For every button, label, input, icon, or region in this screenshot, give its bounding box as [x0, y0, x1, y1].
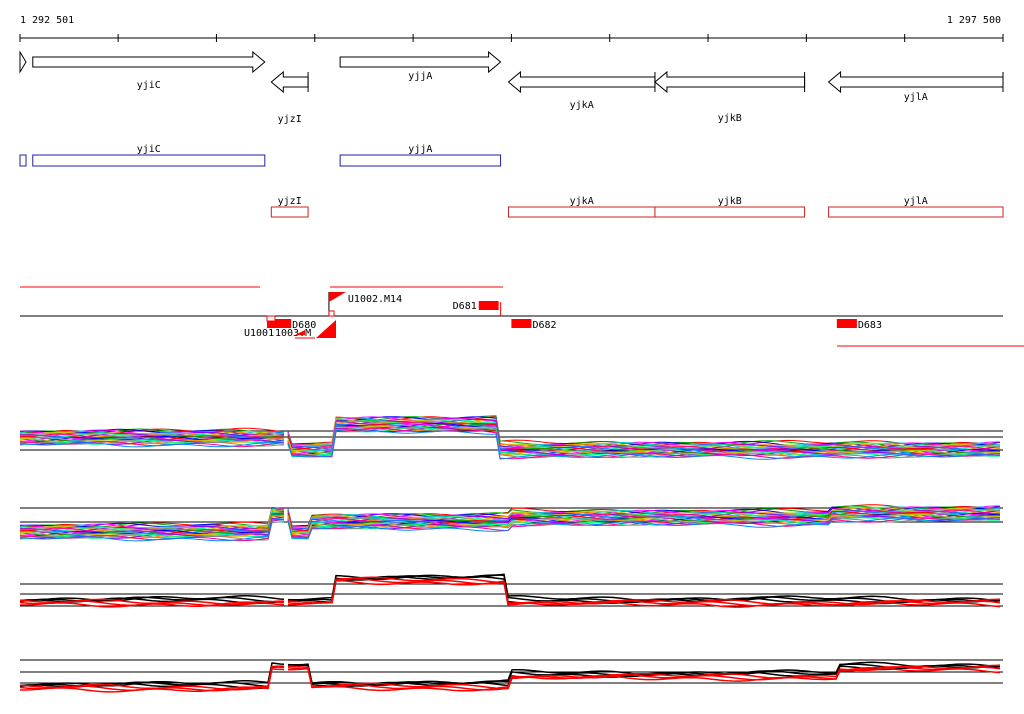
expression-panel-2-trace-3-1	[287, 505, 1000, 528]
expression-panel-1-trace-22-1	[287, 427, 1001, 460]
expression-panel-4	[19, 659, 1003, 693]
expression-panel-3-trace-0-0	[19, 595, 285, 602]
expression-panel-1-trace-20-0	[19, 439, 284, 446]
expression-panel-1-trace-3-1	[287, 416, 1000, 448]
partial-cds-block	[19, 154, 27, 167]
expression-panel-4-trace-5-1	[288, 666, 1001, 692]
tu-end-triangle	[316, 320, 336, 338]
overlap-label-left: U1001	[244, 328, 274, 339]
expression-panel-3-trace-5-1	[288, 579, 1001, 608]
cds-label-yjiC: yjiC	[137, 144, 161, 155]
expression-panel-2-trace-23-0	[19, 519, 285, 542]
feature-D680	[266, 319, 292, 328]
ncrna-block-yjkA	[507, 206, 656, 218]
expression-panel-2-trace-17-1	[287, 513, 1001, 534]
expression-panel-2-trace-11-0	[19, 513, 285, 535]
cds-block-yjjA	[339, 154, 502, 167]
partial-gene-arrow	[19, 50, 27, 74]
expression-panel-2-trace-1-1	[287, 505, 1001, 528]
expression-panel-3-trace-5-0	[20, 601, 285, 608]
expression-panel-4-trace-3-1	[287, 664, 1000, 690]
feature-D683	[836, 319, 857, 328]
ncrna-label-yjkA: yjkA	[570, 196, 594, 207]
small-box-1	[266, 315, 276, 322]
cds-block-yjiC	[32, 154, 266, 167]
expression-panel-2-trace-23-1	[287, 517, 1001, 540]
ncrna-label-yjlA: yjlA	[904, 196, 928, 207]
ncrna-block-yjkB	[654, 206, 806, 218]
gene-arrow-track: yjiC yjzI yjjA yjkA yjkB yjlA	[19, 50, 1004, 125]
ncrna-block-track: yjzI yjkA yjkB yjlA	[270, 196, 1004, 218]
expression-panel-4-trace-5-0	[20, 667, 285, 693]
ncrna-block-yjzI	[270, 206, 309, 218]
expression-panel-1-trace-23-1	[287, 428, 1001, 460]
transcription-unit-track: U1001 1003.M U1002.M14 D680 D681 D682 D683	[20, 286, 1024, 347]
expression-panel-1-trace-23-0	[19, 442, 285, 448]
overlap-label-right: 1003.M	[275, 328, 311, 339]
gene-yjlA-label: yjlA	[904, 92, 928, 103]
tu-flag	[328, 292, 346, 302]
gene-yjkB-arrow	[654, 70, 806, 94]
expression-panel-3-trace-4-1	[287, 577, 1001, 607]
expression-panel-1-trace-17-1	[287, 425, 1001, 457]
expression-panel-2	[19, 504, 1003, 542]
expression-panel-4-trace-0-0	[19, 662, 285, 687]
gene-yjkA-arrow	[507, 70, 656, 94]
expression-panel-1-trace-1-1	[287, 415, 1001, 447]
expression-panel-1-trace-5-0	[20, 431, 285, 437]
expression-panel-4-trace-1-0	[19, 665, 285, 688]
expression-panel-2-trace-22-1	[287, 517, 1001, 539]
feature-label-D681: D681	[453, 301, 477, 312]
expression-panel-1	[19, 415, 1003, 460]
expression-panels	[19, 415, 1003, 693]
expression-panel-3-trace-3-1	[287, 576, 1000, 606]
tu-end-small	[295, 330, 305, 335]
gene-yjjA-label: yjjA	[408, 71, 432, 82]
expression-panel-4-trace-4-1	[287, 666, 1001, 691]
cds-block-track: yjiC yjjA	[19, 144, 502, 167]
end-coordinate: 1 297 500	[947, 15, 1001, 26]
gene-yjkB-label: yjkB	[718, 113, 742, 124]
expression-panel-2-trace-20-0	[19, 521, 284, 540]
coordinate-ruler	[19, 34, 1004, 42]
gene-yjzI-arrow	[270, 70, 309, 94]
tu-label-main: U1002.M14	[348, 294, 402, 305]
gene-yjkA-label: yjkA	[570, 100, 594, 111]
small-box-2	[328, 310, 335, 317]
feature-label-D682: D682	[532, 320, 556, 331]
ncrna-label-yjkB: yjkB	[718, 196, 742, 207]
feature-label-D683: D683	[858, 320, 882, 331]
ncrna-label-yjzI: yjzI	[278, 196, 302, 207]
gene-yjlA-arrow	[827, 70, 1004, 94]
ncrna-block-yjlA	[828, 206, 1004, 218]
expression-panel-1-trace-11-0	[19, 434, 285, 441]
gene-yjiC-arrow	[32, 50, 266, 74]
expression-panel-2-trace-15-0	[19, 518, 285, 537]
gene-yjjA-arrow	[339, 50, 502, 74]
expression-panel-3	[19, 573, 1003, 608]
feature-D681	[478, 301, 499, 310]
expression-panel-3-trace-1-0	[19, 596, 285, 603]
start-coordinate: 1 292 501	[20, 15, 74, 26]
feature-D682	[511, 319, 532, 328]
feature-label-D680: D680	[292, 320, 316, 331]
gene-yjiC-label: yjiC	[137, 80, 161, 91]
gene-yjzI-label: yjzI	[278, 114, 302, 125]
cds-label-yjjA: yjjA	[408, 144, 432, 155]
expression-panel-2-trace-5-0	[20, 509, 285, 531]
expression-panel-1-trace-15-0	[19, 437, 285, 443]
